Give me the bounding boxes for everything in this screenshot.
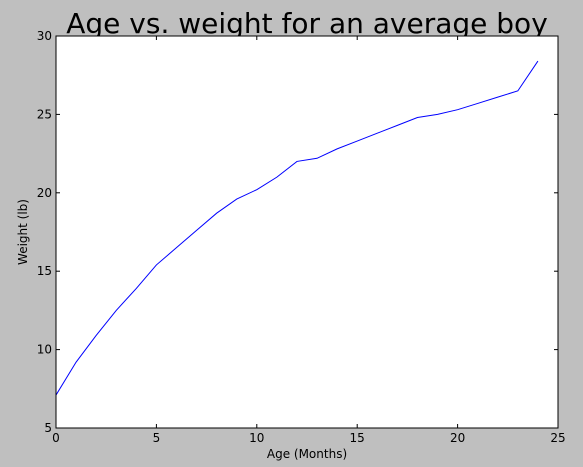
plot-area <box>56 36 558 428</box>
y-tick-label: 25 <box>37 107 52 121</box>
y-tick-label: 10 <box>37 343 52 357</box>
x-tick-label: 15 <box>350 431 365 445</box>
chart-title: Age vs. weight for an average boy <box>66 7 548 40</box>
weight-series-line <box>55 60 539 396</box>
x-tick-label: 25 <box>550 431 565 445</box>
y-tick-label: 5 <box>44 421 52 435</box>
y-axis-label: Weight (lb) <box>16 199 30 265</box>
y-tick-label: 20 <box>37 186 52 200</box>
x-tick-label: 5 <box>153 431 161 445</box>
x-tick-label: 0 <box>52 431 60 445</box>
y-tick-label: 30 <box>37 29 52 43</box>
x-axis-label: Age (Months) <box>267 447 347 461</box>
x-tick-label: 10 <box>249 431 264 445</box>
x-tick-label: 20 <box>450 431 465 445</box>
y-tick-label: 15 <box>37 264 52 278</box>
plot-frame <box>55 35 559 429</box>
